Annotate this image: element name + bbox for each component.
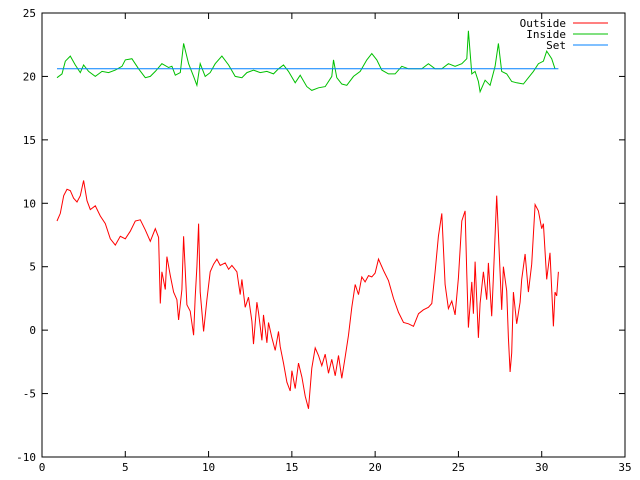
y-tick-label: 5 <box>29 261 36 274</box>
x-tick-label: 15 <box>285 461 298 474</box>
x-tick-label: 20 <box>369 461 382 474</box>
x-tick-label: 30 <box>535 461 548 474</box>
series-lines <box>56 30 559 409</box>
y-tick-label: -10 <box>16 451 36 464</box>
plot-frame <box>41 12 626 458</box>
x-tick-label: 35 <box>618 461 631 474</box>
legend-label-outside: Outside <box>520 17 566 30</box>
y-tick-label: -5 <box>23 388 36 401</box>
series-line-outside <box>56 180 559 409</box>
x-tick-label: 0 <box>39 461 46 474</box>
x-tick-label: 25 <box>452 461 465 474</box>
x-tick-label: 5 <box>122 461 129 474</box>
y-tick-label: 20 <box>23 70 36 83</box>
legend-label-inside: Inside <box>526 28 566 41</box>
axis-ticks: -10 -5 0 5 10 15 20 25 0 5 10 15 20 25 30 35 <box>16 7 632 474</box>
y-tick-label: 15 <box>23 134 36 147</box>
y-tick-label: 25 <box>23 7 36 20</box>
y-tick-label: 10 <box>23 197 36 210</box>
y-tick-label: 0 <box>29 324 36 337</box>
x-tick-label: 10 <box>202 461 215 474</box>
legend-label-set: Set <box>546 39 566 52</box>
series-line-inside <box>56 30 556 94</box>
